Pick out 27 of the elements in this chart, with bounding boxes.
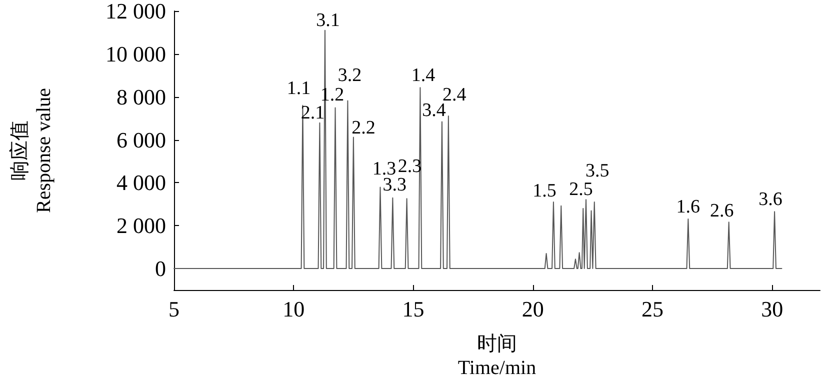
x-tick-label: 20 <box>522 296 544 322</box>
y-tick-label: 0 <box>155 256 166 282</box>
y-tick-label: 8 000 <box>116 84 166 110</box>
annotation: 1.1 <box>286 78 311 99</box>
y-axis-title: 响应值 Response value <box>9 88 55 213</box>
annotation: 3.2 <box>338 65 362 86</box>
annotation: 2.5 <box>569 179 593 200</box>
annotation: 3.6 <box>758 189 782 210</box>
annotation: 3.5 <box>586 160 610 182</box>
x-tick-label: 25 <box>642 296 664 322</box>
y-tick-label: 6 000 <box>116 127 166 152</box>
x-tick-label: 15 <box>402 296 424 322</box>
annotation: 1.4 <box>411 65 436 86</box>
x-tick-label: 10 <box>282 296 305 322</box>
y-tick-label: 12 000 <box>106 0 166 24</box>
annotation: 1.6 <box>676 196 700 218</box>
annotation: 2.2 <box>352 118 376 139</box>
y-tick-label: 10 000 <box>106 41 166 66</box>
x-tick-label: 30 <box>761 296 784 322</box>
x-axis-title: 时间 Time/min <box>458 333 536 379</box>
annotation: 3.1 <box>316 10 340 31</box>
annotation: 3.3 <box>382 174 407 196</box>
annotation: 1.5 <box>532 180 556 202</box>
y-tick-label: 2 000 <box>116 213 166 238</box>
annotation: 2.6 <box>710 200 734 222</box>
x-tick-label: 5 <box>168 296 180 322</box>
y-tick-label: 4 000 <box>116 170 166 196</box>
